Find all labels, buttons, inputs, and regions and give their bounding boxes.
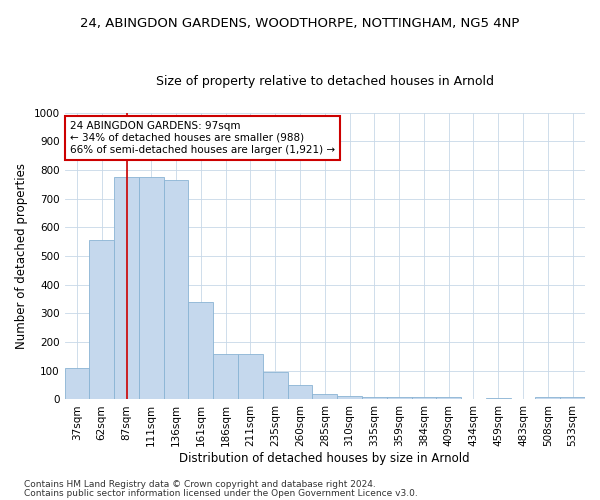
Bar bbox=[337, 396, 362, 400]
Text: 24, ABINGDON GARDENS, WOODTHORPE, NOTTINGHAM, NG5 4NP: 24, ABINGDON GARDENS, WOODTHORPE, NOTTIN… bbox=[80, 18, 520, 30]
Bar bbox=[436, 397, 461, 400]
Bar bbox=[139, 178, 164, 400]
Bar bbox=[188, 302, 213, 400]
Bar bbox=[263, 372, 287, 400]
Text: Contains public sector information licensed under the Open Government Licence v3: Contains public sector information licen… bbox=[24, 489, 418, 498]
X-axis label: Distribution of detached houses by size in Arnold: Distribution of detached houses by size … bbox=[179, 452, 470, 465]
Bar bbox=[287, 385, 313, 400]
Text: Contains HM Land Registry data © Crown copyright and database right 2024.: Contains HM Land Registry data © Crown c… bbox=[24, 480, 376, 489]
Bar bbox=[89, 240, 114, 400]
Title: Size of property relative to detached houses in Arnold: Size of property relative to detached ho… bbox=[156, 75, 494, 88]
Bar bbox=[535, 397, 560, 400]
Bar bbox=[164, 180, 188, 400]
Bar bbox=[238, 354, 263, 400]
Y-axis label: Number of detached properties: Number of detached properties bbox=[15, 163, 28, 349]
Bar bbox=[486, 398, 511, 400]
Bar bbox=[313, 394, 337, 400]
Bar bbox=[213, 354, 238, 400]
Bar bbox=[65, 368, 89, 400]
Bar bbox=[114, 178, 139, 400]
Bar bbox=[560, 397, 585, 400]
Bar bbox=[362, 396, 387, 400]
Text: 24 ABINGDON GARDENS: 97sqm
← 34% of detached houses are smaller (988)
66% of sem: 24 ABINGDON GARDENS: 97sqm ← 34% of deta… bbox=[70, 122, 335, 154]
Bar bbox=[387, 397, 412, 400]
Bar bbox=[412, 397, 436, 400]
